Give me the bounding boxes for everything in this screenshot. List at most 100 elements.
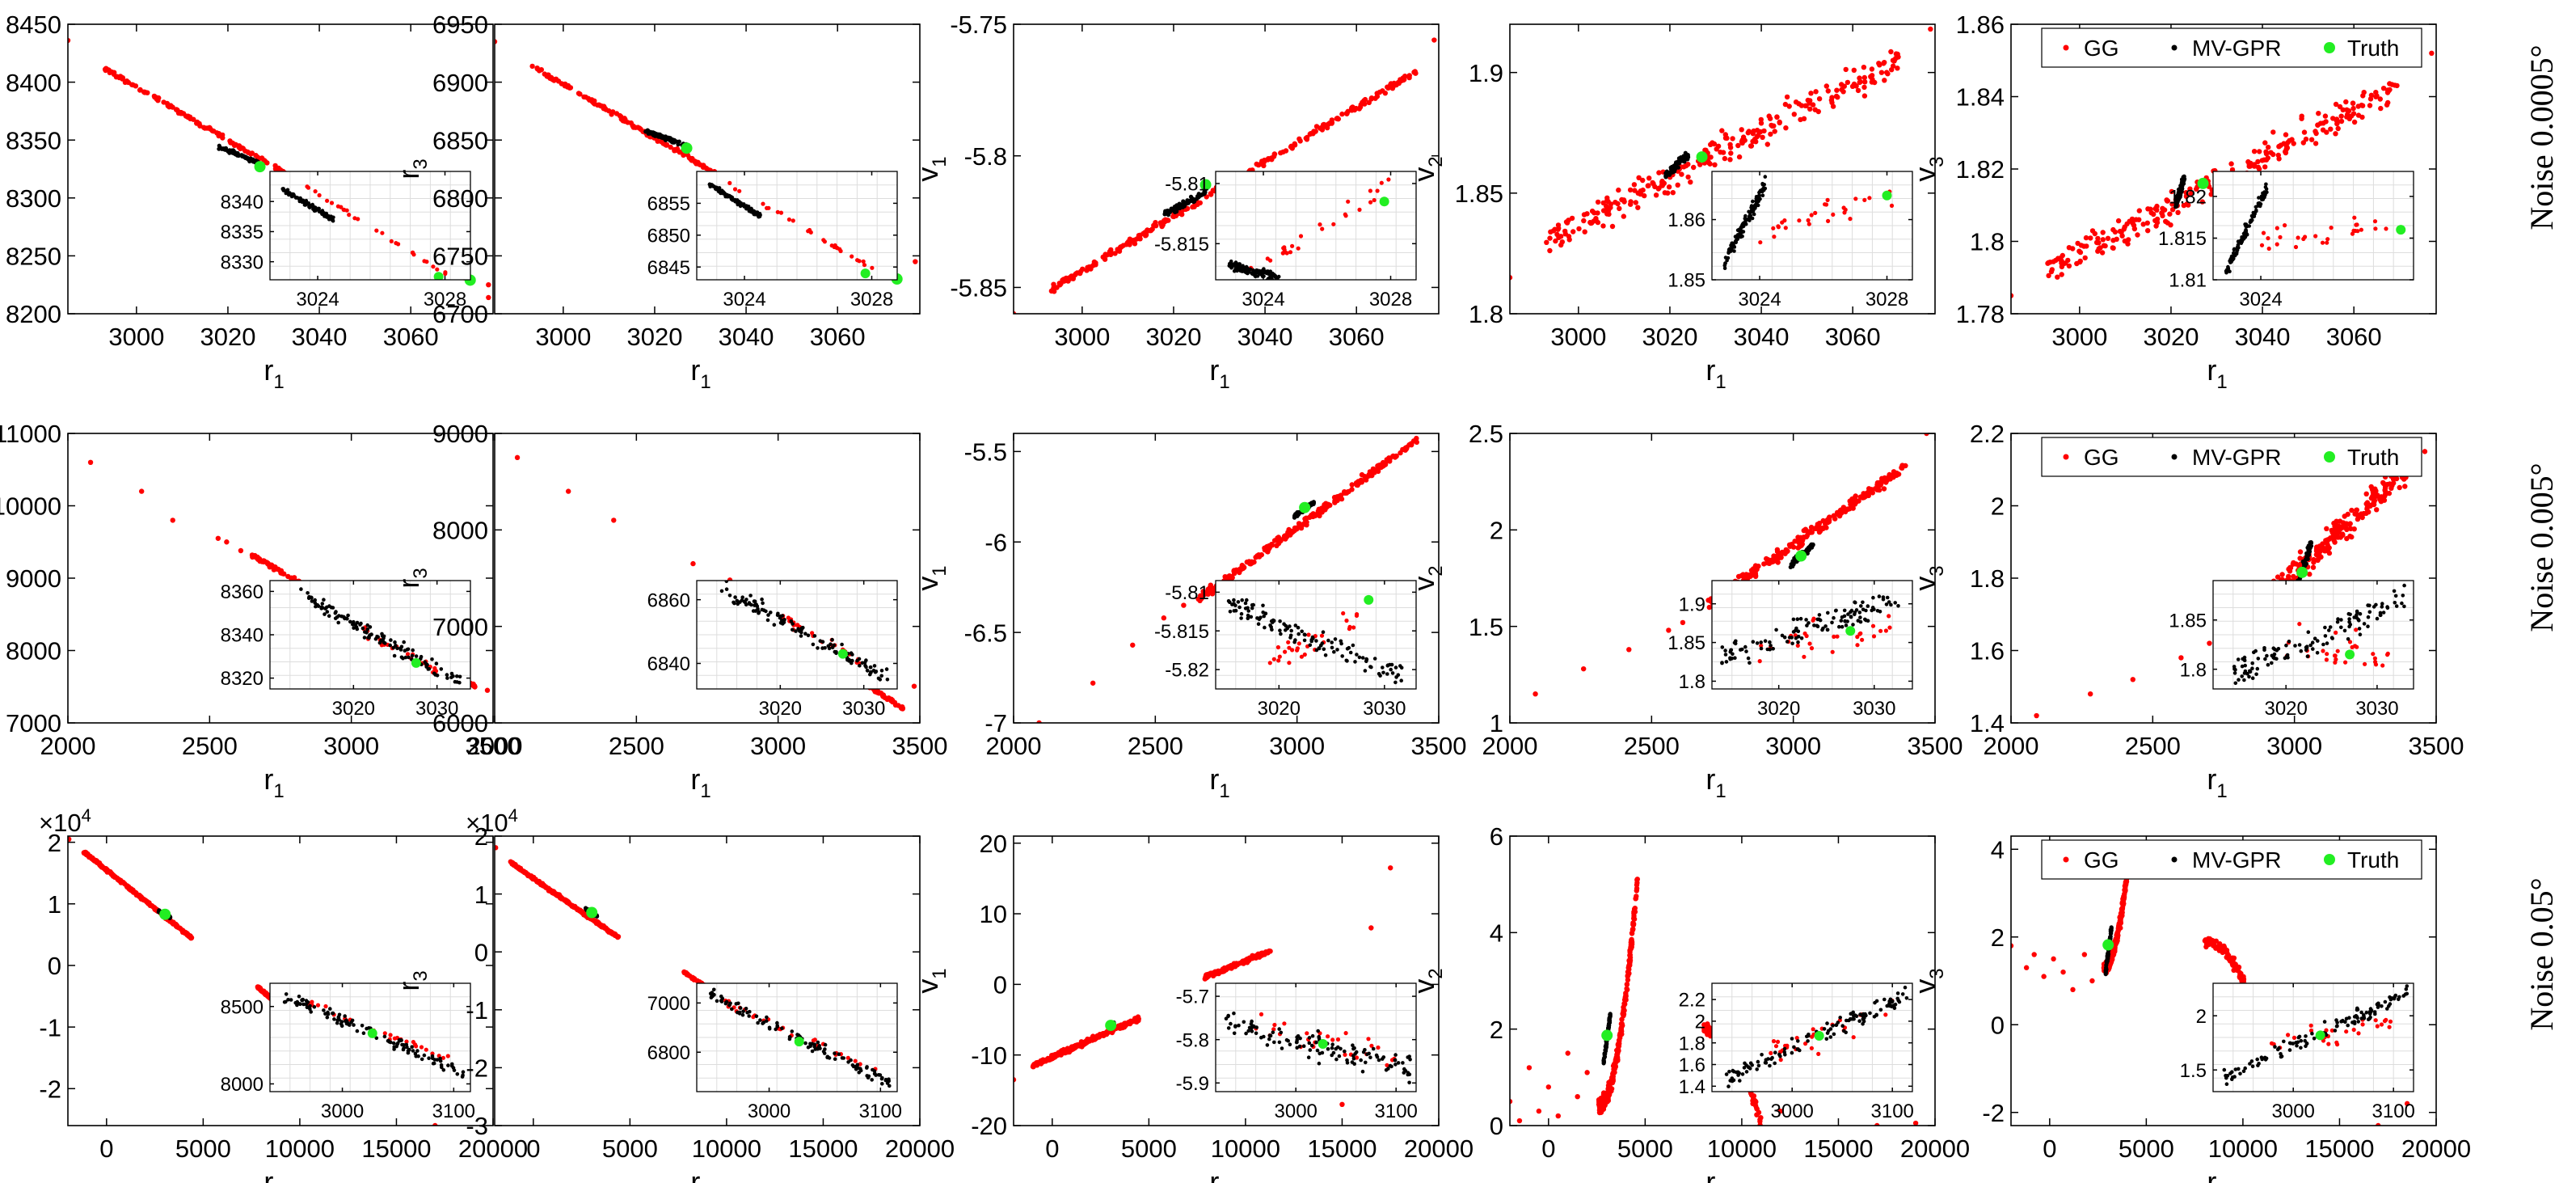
gg-point xyxy=(862,263,867,268)
gg-point xyxy=(1268,258,1273,263)
mvgpr-point xyxy=(1236,264,1240,268)
gg-point xyxy=(1766,560,1773,566)
r1c1-ytick-2: 8300 xyxy=(6,184,61,213)
gg-point xyxy=(1772,129,1777,134)
mvgpr-point xyxy=(1390,671,1395,675)
mvgpr-point xyxy=(778,615,782,620)
gg-point xyxy=(1271,151,1278,157)
gg-point xyxy=(1708,142,1714,147)
mvgpr-point xyxy=(1663,173,1668,178)
gg-point xyxy=(1554,231,1560,238)
gg-point xyxy=(1802,654,1807,659)
r2c1-ylabel: r2 xyxy=(0,568,5,588)
gg-point xyxy=(2359,511,2364,517)
gg-point xyxy=(1617,205,1622,212)
gg-point xyxy=(170,518,175,523)
mvgpr-point xyxy=(410,653,415,658)
gg-point xyxy=(215,535,221,541)
r2c5-ylabel: v3 xyxy=(1908,565,1948,590)
gg-point xyxy=(1351,625,1356,630)
gg-point xyxy=(1544,239,1549,245)
gg-point xyxy=(2350,100,2356,106)
gg-point xyxy=(1077,270,1083,276)
gg-point xyxy=(2293,244,2299,250)
gg-point xyxy=(1595,219,1601,226)
r1c3-inset-ytick-0: -5.815 xyxy=(1154,234,1209,256)
gg-point xyxy=(529,63,535,70)
mvgpr-point xyxy=(1187,199,1191,205)
mvgpr-point xyxy=(872,664,877,668)
r2c1-ytick-4: 11000 xyxy=(0,420,61,448)
mvgpr-point xyxy=(1278,619,1282,623)
mvgpr-point xyxy=(724,581,729,584)
r1c1-xtick-2: 3040 xyxy=(292,323,348,351)
mvgpr-point xyxy=(2235,250,2239,255)
gg-point xyxy=(1722,155,1728,162)
mvgpr-point xyxy=(2224,269,2228,273)
mvgpr-point xyxy=(1679,158,1684,163)
gg-point xyxy=(2344,114,2350,120)
mvgpr-point xyxy=(676,142,681,147)
mvgpr-point xyxy=(1245,598,1249,602)
gg-point xyxy=(196,120,202,127)
gg-point xyxy=(2047,260,2053,265)
mvgpr-point xyxy=(1191,200,1196,205)
gg-point xyxy=(2133,217,2139,222)
r1c5-inset-ytick-1: 1.815 xyxy=(2158,228,2207,250)
gg-point xyxy=(380,230,385,235)
mvgpr-point xyxy=(1271,619,1276,623)
mvgpr-point xyxy=(1788,564,1793,570)
mvgpr-point xyxy=(1807,547,1811,552)
mvgpr-point xyxy=(2261,191,2265,196)
gg-point xyxy=(1796,101,1802,107)
mvgpr-point xyxy=(243,154,248,159)
r1c3-ytick-1: -5.8 xyxy=(964,142,1007,171)
gg-point xyxy=(435,267,440,272)
mvgpr-point xyxy=(1317,646,1322,650)
mvgpr-point xyxy=(1248,267,1253,272)
gg-point xyxy=(1782,218,1787,223)
gg-point xyxy=(1267,661,1272,665)
gg-point xyxy=(207,125,213,131)
gg-point xyxy=(766,205,771,210)
mvgpr-point xyxy=(1321,630,1326,634)
mvgpr-point xyxy=(2241,234,2246,239)
r2c1-xtick-2: 3000 xyxy=(323,732,379,760)
gg-point xyxy=(1662,190,1667,196)
gg-point xyxy=(2251,163,2258,168)
mvgpr-point xyxy=(1840,624,1845,629)
gg-point xyxy=(1604,195,1610,201)
mvgpr-point xyxy=(1834,608,1838,613)
mvgpr-point xyxy=(744,598,748,602)
mvgpr-point xyxy=(1372,657,1377,661)
r2c4-inset-ytick-1: 1.85 xyxy=(1667,632,1705,654)
gg-point xyxy=(431,264,436,269)
gg-point xyxy=(1772,234,1777,239)
r2c5-ytick-1: 1.6 xyxy=(1970,637,2005,665)
mvgpr-point xyxy=(873,670,878,674)
mvgpr-point xyxy=(445,673,449,677)
gg-point xyxy=(1842,210,1847,215)
gg-point xyxy=(1115,247,1120,252)
r2c1-inset-ytick-1: 8340 xyxy=(221,625,264,647)
gg-point xyxy=(1392,454,1398,460)
truth-point xyxy=(1696,151,1708,163)
gg-point xyxy=(1782,101,1789,108)
gg-point xyxy=(1547,247,1553,254)
mvgpr-point xyxy=(1381,670,1385,675)
r2c3-ytick-2: -6 xyxy=(984,528,1007,556)
gg-point xyxy=(2160,205,2165,211)
gg-point xyxy=(2100,237,2106,243)
gg-point xyxy=(1321,122,1327,129)
mvgpr-point xyxy=(1796,640,1800,644)
mvgpr-point xyxy=(382,640,386,644)
gg-point xyxy=(1813,210,1818,215)
gg-point xyxy=(1825,88,1831,94)
mvgpr-point xyxy=(1804,618,1808,622)
truth-point xyxy=(681,142,693,154)
mvgpr-point xyxy=(1339,641,1343,646)
gg-point xyxy=(1162,218,1167,224)
gg-point xyxy=(1861,65,1867,70)
gg-point xyxy=(2287,564,2293,571)
gg-point xyxy=(1766,113,1772,119)
